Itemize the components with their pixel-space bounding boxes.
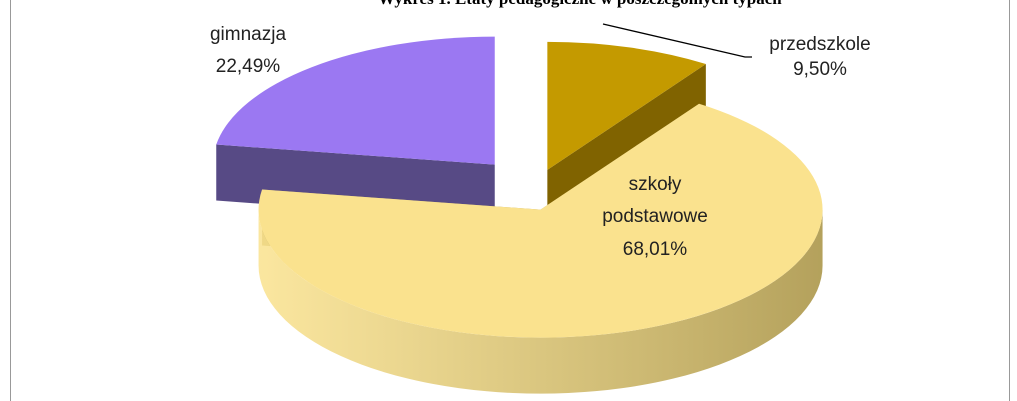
value-label: 68,01% xyxy=(623,239,688,260)
label-line: szkoły xyxy=(629,174,682,195)
label-line: podstawowe xyxy=(602,206,708,227)
value-label: 9,50% xyxy=(793,59,847,80)
leader-line xyxy=(602,23,752,58)
category-label: gimnazja xyxy=(210,24,286,45)
slice-top xyxy=(258,103,823,338)
value-label: 22,49% xyxy=(216,56,281,77)
slice xyxy=(258,103,823,394)
category-label: szkoły podstawowe xyxy=(602,174,708,227)
slice-top xyxy=(547,41,706,170)
slice-top xyxy=(216,36,495,165)
category-label: przedszkole xyxy=(769,34,870,55)
slice-side xyxy=(258,209,823,394)
chart-title: Wykres 1. Etaty pedagogiczne w poszczegó… xyxy=(378,0,782,8)
